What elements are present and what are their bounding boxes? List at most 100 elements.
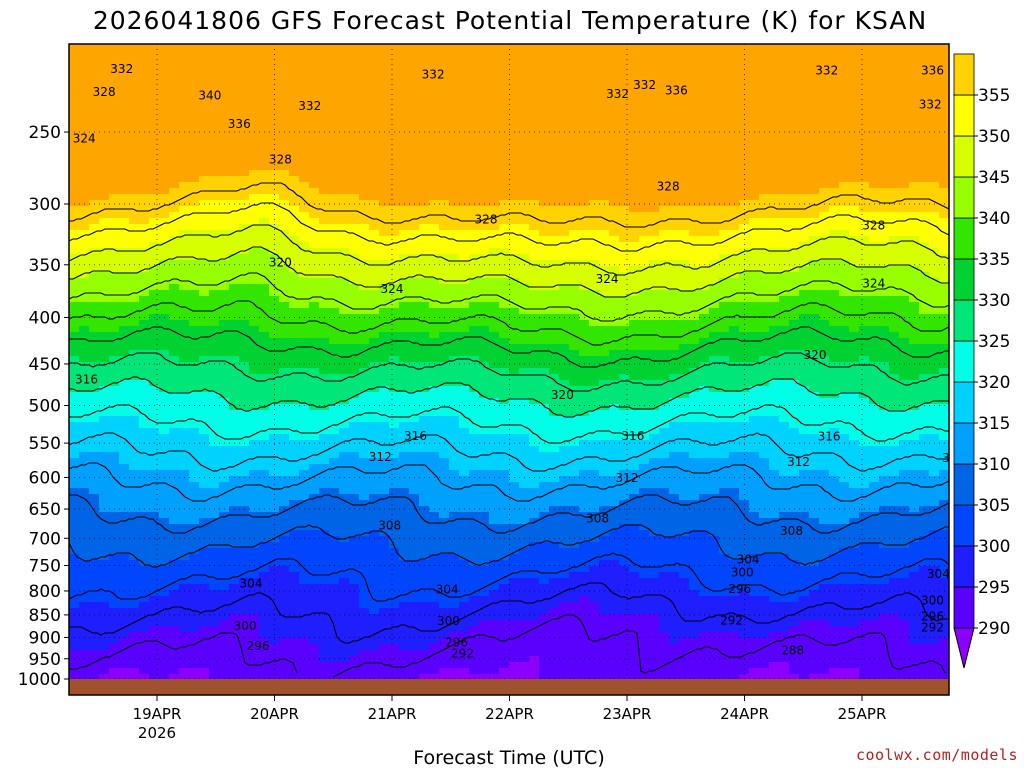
field-cell bbox=[419, 98, 430, 105]
field-cell bbox=[429, 242, 440, 249]
field-cell bbox=[139, 374, 150, 381]
field-cell bbox=[259, 278, 270, 285]
field-cell bbox=[169, 482, 180, 489]
field-cell bbox=[219, 62, 230, 69]
field-cell bbox=[439, 122, 450, 129]
field-cell bbox=[69, 110, 80, 117]
field-cell bbox=[389, 140, 400, 147]
field-cell bbox=[129, 212, 140, 219]
field-cell bbox=[299, 548, 310, 555]
field-cell bbox=[99, 296, 110, 303]
field-cell bbox=[179, 338, 190, 345]
field-cell bbox=[289, 368, 300, 375]
field-cell bbox=[169, 566, 180, 573]
field-cell bbox=[389, 326, 400, 333]
field-cell bbox=[159, 494, 170, 501]
field-cell bbox=[129, 302, 140, 309]
field-cell bbox=[199, 626, 210, 633]
field-cell bbox=[449, 500, 460, 507]
field-cell bbox=[339, 644, 350, 651]
field-cell bbox=[419, 152, 430, 159]
field-cell bbox=[349, 278, 360, 285]
field-cell bbox=[499, 434, 510, 441]
field-cell bbox=[409, 242, 420, 249]
field-cell bbox=[289, 296, 300, 303]
field-cell bbox=[179, 200, 190, 207]
field-cell bbox=[119, 338, 130, 345]
field-cell bbox=[119, 74, 130, 81]
field-cell bbox=[339, 374, 350, 381]
field-cell bbox=[299, 266, 310, 273]
field-cell bbox=[119, 548, 130, 555]
field-cell bbox=[339, 224, 350, 231]
field-cell bbox=[509, 182, 520, 189]
field-cell bbox=[269, 464, 280, 471]
field-cell bbox=[189, 446, 200, 453]
field-cell bbox=[359, 596, 370, 603]
field-cell bbox=[129, 602, 140, 609]
field-cell bbox=[479, 548, 490, 555]
field-cell bbox=[349, 56, 360, 63]
field-cell bbox=[529, 146, 540, 153]
field-cell bbox=[249, 218, 260, 225]
field-cell bbox=[499, 368, 510, 375]
field-cell bbox=[99, 44, 110, 51]
field-cell bbox=[89, 362, 100, 369]
field-cell bbox=[519, 104, 530, 111]
field-cell bbox=[509, 398, 520, 405]
field-cell bbox=[429, 80, 440, 87]
field-cell bbox=[109, 470, 120, 477]
field-cell bbox=[109, 644, 120, 651]
field-cell bbox=[239, 164, 250, 171]
field-cell bbox=[119, 626, 130, 633]
field-cell bbox=[229, 338, 240, 345]
field-cell bbox=[489, 146, 500, 153]
field-cell bbox=[249, 572, 260, 579]
field-cell bbox=[169, 416, 180, 423]
field-cell bbox=[109, 254, 120, 261]
field-cell bbox=[369, 428, 380, 435]
field-cell bbox=[479, 110, 490, 117]
field-cell bbox=[169, 242, 180, 249]
field-cell bbox=[169, 290, 180, 297]
field-cell bbox=[529, 464, 540, 471]
field-cell bbox=[459, 578, 470, 585]
field-cell bbox=[219, 578, 230, 585]
field-cell bbox=[429, 560, 440, 567]
field-cell bbox=[309, 326, 320, 333]
field-cell bbox=[349, 392, 360, 399]
field-cell bbox=[249, 494, 260, 501]
field-cell bbox=[199, 248, 210, 255]
field-cell bbox=[109, 422, 120, 429]
field-cell bbox=[309, 110, 320, 117]
field-cell bbox=[439, 590, 450, 597]
field-cell bbox=[99, 638, 110, 645]
field-cell bbox=[519, 230, 530, 237]
field-cell bbox=[299, 56, 310, 63]
field-cell bbox=[129, 200, 140, 207]
field-cell bbox=[129, 536, 140, 543]
field-cell bbox=[69, 62, 80, 69]
field-cell bbox=[499, 188, 510, 195]
field-cell bbox=[469, 284, 480, 291]
field-cell bbox=[359, 134, 370, 141]
field-cell bbox=[139, 104, 150, 111]
field-cell bbox=[499, 548, 510, 555]
field-cell bbox=[319, 620, 330, 627]
field-cell bbox=[469, 230, 480, 237]
field-cell bbox=[439, 470, 450, 477]
field-cell bbox=[349, 548, 360, 555]
field-cell bbox=[189, 260, 200, 267]
field-cell bbox=[79, 662, 90, 669]
field-cell bbox=[509, 524, 520, 531]
field-cell bbox=[359, 326, 370, 333]
field-cell bbox=[389, 608, 400, 615]
field-cell bbox=[339, 452, 350, 459]
field-cell bbox=[239, 524, 250, 531]
field-cell bbox=[449, 452, 460, 459]
field-cell bbox=[289, 164, 300, 171]
field-cell bbox=[189, 218, 200, 225]
field-cell bbox=[149, 308, 160, 315]
field-cell bbox=[259, 620, 270, 627]
field-cell bbox=[359, 428, 370, 435]
